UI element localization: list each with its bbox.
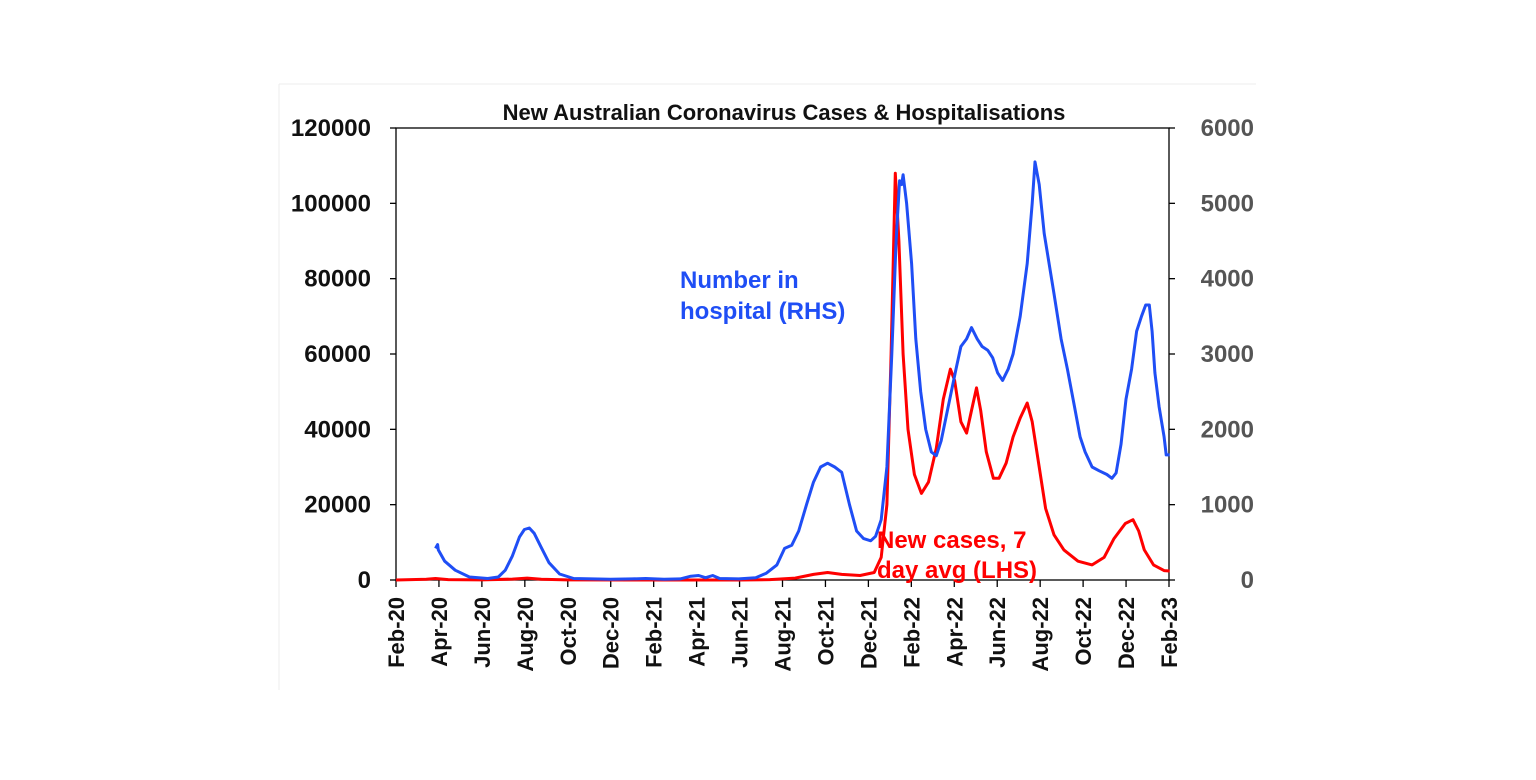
x-tick-label: Oct-21: [813, 597, 838, 665]
series-label-cases-line-2: day avg (LHS): [877, 557, 1037, 584]
x-tick-label: Feb-20: [384, 597, 409, 668]
x-tick-label: Dec-20: [599, 597, 624, 669]
right-tick-label: 0: [1241, 567, 1254, 594]
chart-title: New Australian Coronavirus Cases & Hospi…: [503, 100, 1066, 125]
left-tick-label: 60000: [304, 341, 371, 368]
x-tick-label: Jun-21: [728, 597, 753, 668]
series-label-hospital-line-1: Number in: [680, 267, 799, 294]
x-tick-label: Apr-20: [427, 597, 452, 667]
right-axis-ticks: 0 1000 2000 3000 4000 5000 6000: [1169, 115, 1254, 594]
series-line-hospital: [434, 160, 1170, 581]
x-tick-label: Feb-22: [899, 597, 924, 668]
right-tick-label: 2000: [1201, 416, 1254, 443]
right-tick-label: 5000: [1201, 190, 1254, 217]
left-tick-label: 0: [358, 567, 371, 594]
x-tick-label: Aug-22: [1028, 597, 1053, 672]
x-tick-label: Feb-23: [1157, 597, 1182, 668]
left-tick-label: 80000: [304, 266, 371, 293]
left-tick-label: 120000: [291, 115, 371, 142]
right-tick-label: 1000: [1201, 492, 1254, 519]
x-tick-label: Apr-22: [942, 597, 967, 667]
right-tick-label: 6000: [1201, 115, 1254, 142]
left-tick-label: 40000: [304, 416, 371, 443]
x-tick-label: Apr-21: [685, 597, 710, 667]
left-tick-label: 100000: [291, 190, 371, 217]
x-axis-ticks: Feb-20 Apr-20 Jun-20 Aug-20 Oct-20 Dec-20 Feb-…: [384, 580, 1182, 672]
x-tick-label: Jun-20: [470, 597, 495, 668]
series-label-hospital-line-2: hospital (RHS): [680, 298, 845, 325]
series-line-new-cases: [395, 171, 1170, 582]
right-tick-label: 4000: [1201, 266, 1254, 293]
x-tick-label: Jun-22: [985, 597, 1010, 668]
right-tick-label: 3000: [1201, 341, 1254, 368]
x-tick-label: Feb-21: [642, 597, 667, 668]
left-tick-label: 20000: [304, 492, 371, 519]
series-label-cases: New cases, 7 day avg (LHS): [877, 527, 1037, 584]
x-tick-label: Oct-22: [1071, 597, 1096, 665]
x-tick-label: Aug-20: [513, 597, 538, 672]
series-label-hospital: Number in hospital (RHS): [680, 267, 845, 325]
x-tick-label: Dec-21: [856, 597, 881, 669]
x-tick-label: Oct-20: [556, 597, 581, 665]
x-tick-label: Dec-22: [1114, 597, 1139, 669]
plot-area-frame: [395, 127, 1170, 581]
series-label-cases-line-1: New cases, 7: [877, 527, 1026, 554]
left-axis-ticks: 0 20000 40000 60000 80000 100000 120000: [291, 115, 396, 594]
x-tick-label: Aug-21: [771, 597, 796, 672]
